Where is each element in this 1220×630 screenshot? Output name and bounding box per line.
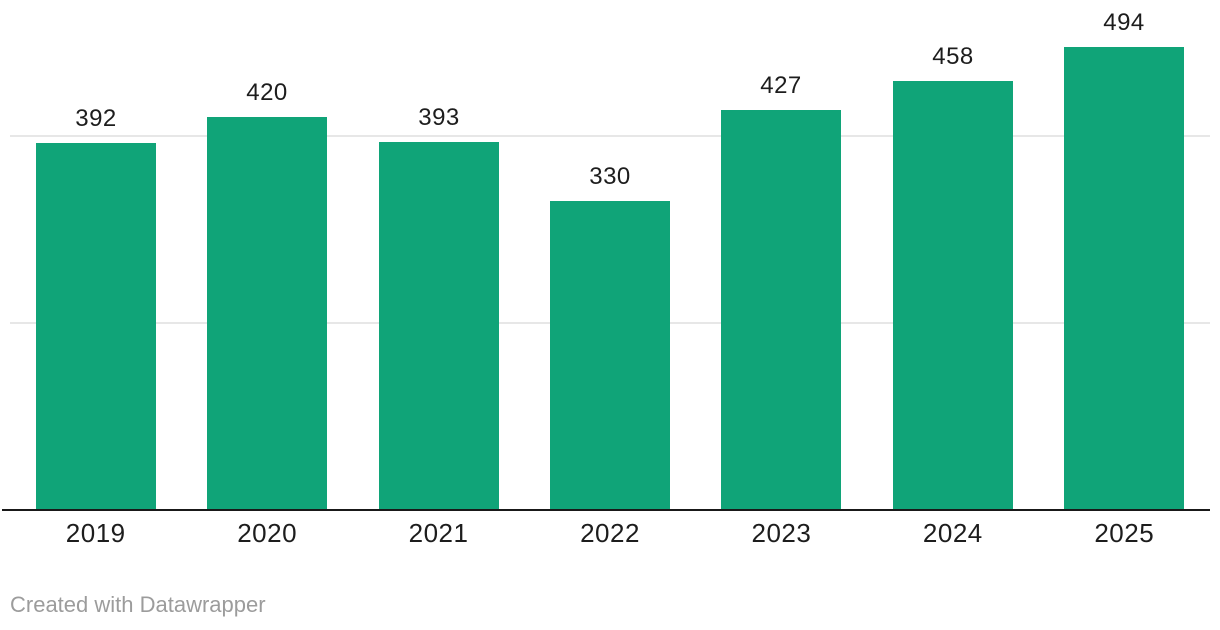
bar (207, 117, 327, 510)
x-tick-label: 2023 (751, 518, 812, 548)
bar-value-label: 420 (246, 79, 288, 106)
x-tick-label: 2024 (922, 518, 983, 548)
x-axis-line (2, 509, 1210, 511)
bar-value-label: 494 (1103, 9, 1145, 36)
bar-value-label: 458 (932, 43, 974, 70)
bar (893, 81, 1013, 510)
x-tick-label: 2025 (1094, 518, 1155, 548)
bar (379, 142, 499, 510)
bar-value-label: 330 (589, 163, 631, 190)
bar (36, 143, 156, 510)
bar (1064, 47, 1184, 510)
bar (721, 110, 841, 510)
bar-value-label: 427 (760, 72, 802, 99)
gridline (10, 134, 1210, 137)
bar (550, 201, 670, 510)
x-tick-label: 2022 (580, 518, 640, 548)
x-tick-label: 2021 (408, 518, 469, 548)
bar-value-label: 392 (75, 105, 117, 132)
x-tick-label: 2019 (65, 518, 126, 548)
x-tick-label: 2020 (237, 518, 298, 548)
datawrapper-attribution: Created with Datawrapper (10, 592, 266, 617)
bar-value-label: 393 (418, 104, 460, 131)
